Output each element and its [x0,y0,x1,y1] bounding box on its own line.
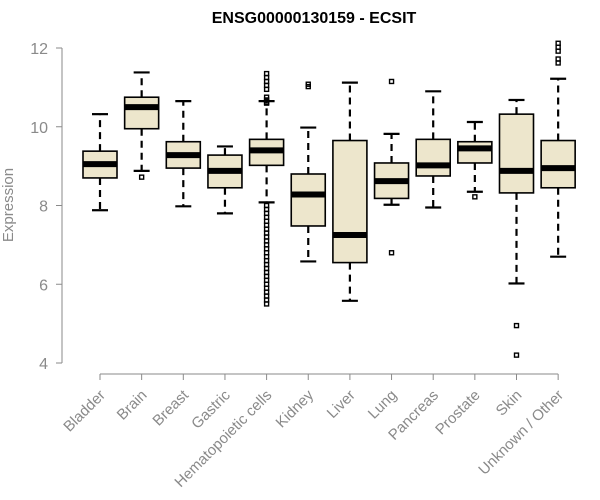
y-tick-label: 6 [39,277,48,294]
outlier-point [555,40,561,46]
y-axis: 4 6 8 10 12 [30,41,63,373]
y-axis-label: Expression [0,168,17,242]
iqr-box [290,173,327,227]
box-kidney [290,81,327,263]
iqr-box [415,138,452,177]
iqr-box [123,96,160,130]
outlier-point [263,94,270,100]
x-tick-label: Bladder [60,387,109,436]
box-pancreas [415,90,452,209]
plot-area [82,40,576,358]
y-tick-label: 10 [30,120,48,137]
outlier-point [555,56,561,62]
box-hematopoietic-cells [248,70,285,307]
x-tick-label: Breast [149,386,192,429]
x-tick-label: Prostate [432,387,484,439]
iqr-box [540,139,576,189]
x-tick-label: Kidney [273,386,318,431]
y-tick-label: 8 [39,199,48,216]
outlier-point [472,194,478,200]
outlier-point [388,250,395,256]
box-unknown-other [540,40,576,258]
x-tick-label: Skin [493,387,526,420]
box-brain [123,71,160,180]
box-bladder [82,113,118,212]
iqr-box [498,113,535,194]
iqr-box [332,139,368,264]
y-tick-label: 4 [39,356,48,373]
chart-title: ENSG00000130159 - ECSIT [212,10,417,27]
outlier-point [305,81,311,87]
outlier-point [263,97,270,103]
outlier-point [513,322,520,329]
iqr-box [457,140,493,164]
y-tick-label: 12 [30,41,48,58]
outlier-point [263,301,270,307]
box-skin [498,98,535,358]
box-lung [373,78,410,256]
x-tick-label: Lung [365,387,401,423]
x-tick-label: Brain [114,387,151,424]
outlier-point [513,352,520,358]
outlier-point [138,174,145,180]
box-prostate [457,120,493,200]
outlier-point [263,70,270,77]
box-gastric [207,145,243,215]
box-liver [332,81,368,302]
box-breast [165,100,202,208]
x-tick-label: Liver [324,387,359,422]
outlier-point [388,78,395,85]
